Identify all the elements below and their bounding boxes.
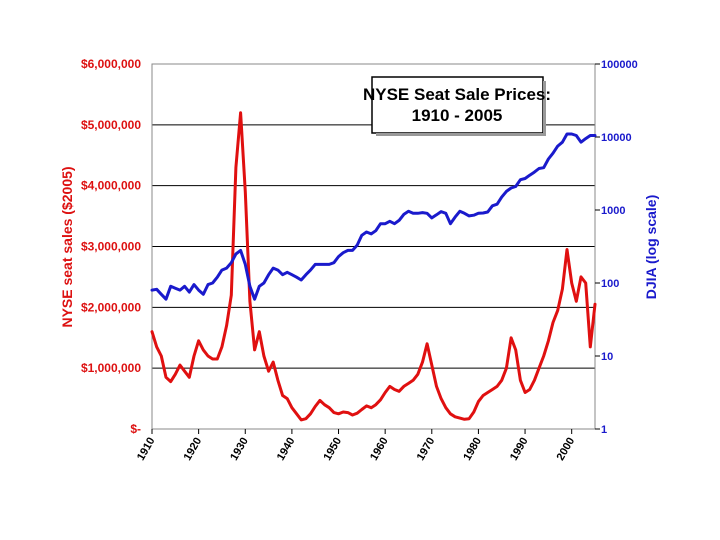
right-tick-label-0: 1 (601, 424, 607, 436)
nyse-seat-price-series-line (150, 111, 597, 422)
x-tick-label-1: 1920 (182, 436, 205, 463)
x-tick-label-9: 2000 (555, 436, 578, 463)
x-tick-label-8: 1990 (508, 436, 531, 463)
left-axis-ticks: $- $1,000,000 $2,000,000 $3,000,000 $4,000,0… (81, 57, 141, 436)
x-axis-ticks: 1910 1920 1930 1940 1950 1960 1970 1980 1990 2000 (135, 429, 577, 463)
left-tick-label-0: $- (130, 422, 141, 436)
left-tick-label-4: $4,000,000 (81, 179, 141, 193)
right-axis-label: DJIA (log scale) (643, 195, 659, 300)
x-tick-label-2: 1930 (228, 436, 251, 463)
right-tick-label-5: 100000 (601, 59, 638, 71)
x-tick-label-5: 1960 (368, 436, 391, 463)
x-tick-label-3: 1940 (275, 436, 298, 463)
x-tick-label-7: 1980 (461, 436, 484, 463)
x-tick-label-4: 1950 (321, 436, 344, 463)
djia-series-line (150, 132, 597, 301)
chart-title-box: NYSE Seat Sale Prices: 1910 - 2005 (363, 76, 551, 136)
right-tick-label-1: 10 (601, 351, 613, 363)
left-tick-label-1: $1,000,000 (81, 361, 141, 375)
right-tick-label-3: 1000 (601, 205, 625, 217)
left-axis-label: NYSE seat sales ($2005) (59, 166, 75, 327)
left-tick-label-3: $3,000,000 (81, 240, 141, 254)
x-tick-label-6: 1970 (415, 436, 438, 463)
right-axis-ticks: 1 10 100 1000 10000 100000 (595, 59, 638, 436)
left-tick-label-6: $6,000,000 (81, 57, 141, 71)
series-lines (150, 111, 597, 422)
right-tick-label-2: 100 (601, 278, 619, 290)
chart-title-line-1: NYSE Seat Sale Prices: (363, 85, 551, 104)
x-tick-label-0: 1910 (135, 436, 158, 463)
left-tick-label-2: $2,000,000 (81, 300, 141, 314)
right-tick-label-4: 10000 (601, 132, 632, 144)
left-tick-label-5: $5,000,000 (81, 118, 141, 132)
plot-frame (151, 63, 596, 430)
chart-title-line-2: 1910 - 2005 (412, 106, 503, 125)
